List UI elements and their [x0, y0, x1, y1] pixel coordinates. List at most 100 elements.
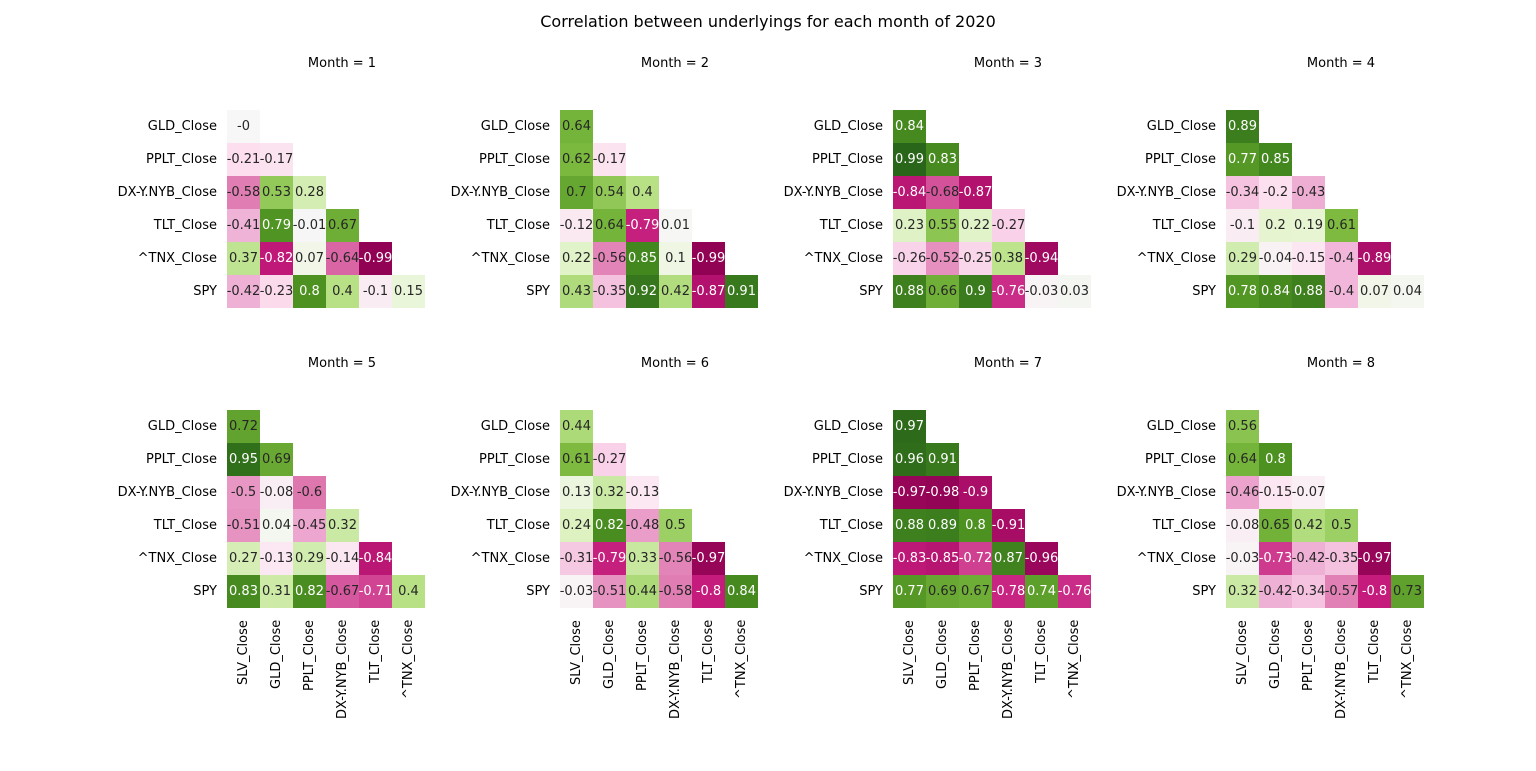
- figure-title: Correlation between underlyings for each…: [540, 12, 996, 31]
- row-label: GLD_Close: [1146, 119, 1216, 134]
- row-label: SPY: [859, 584, 883, 599]
- heatmap-cell: -0.42: [1259, 575, 1292, 608]
- heatmap-cell: 0.4: [326, 275, 359, 308]
- heatmap-cell: 0.07: [293, 242, 326, 275]
- heatmap-cell: -0.52: [926, 242, 959, 275]
- col-label: GLD_Close: [601, 619, 617, 689]
- col-label: PPLT_Close: [1300, 620, 1316, 691]
- col-label: SLV_Close: [568, 620, 584, 685]
- row-label: DX-Y.NYB_Close: [783, 185, 883, 200]
- heatmap-cell: 0.66: [926, 275, 959, 308]
- heatmap-cell: -0.89: [1358, 242, 1391, 275]
- heatmap-cell: -0.87: [692, 275, 725, 308]
- heatmap-cell: 0.04: [260, 509, 293, 542]
- heatmap-cell: -0.94: [1025, 242, 1058, 275]
- heatmap-cell: 0.61: [1325, 209, 1358, 242]
- heatmap-cell: 0.38: [992, 242, 1025, 275]
- heatmap-cell: -0.79: [626, 209, 659, 242]
- heatmap-cell: 0.83: [926, 143, 959, 176]
- heatmap-cell: 0.42: [659, 275, 692, 308]
- heatmap-cell: -0.42: [1292, 542, 1325, 575]
- row-label: DX-Y.NYB_Close: [1116, 185, 1216, 200]
- heatmap-cell: 0.62: [560, 143, 593, 176]
- heatmap-cell: 0.43: [560, 275, 593, 308]
- heatmap-cell: 0.7: [560, 176, 593, 209]
- heatmap-cell: -0.13: [260, 542, 293, 575]
- heatmap-cell: 0.73: [1391, 575, 1424, 608]
- heatmap-cell: -0.68: [926, 176, 959, 209]
- heatmap-cell: -0.48: [626, 509, 659, 542]
- heatmap-cell: 0.99: [893, 143, 926, 176]
- panel-title: Month = 5: [307, 356, 377, 371]
- heatmap-cell: -0.03: [1025, 275, 1058, 308]
- heatmap-cell: 0.55: [926, 209, 959, 242]
- row-label: ^TNX_Close: [1136, 551, 1216, 566]
- heatmap-cell: -0.26: [893, 242, 926, 275]
- row-label: DX-Y.NYB_Close: [783, 485, 883, 500]
- row-label: GLD_Close: [480, 119, 550, 134]
- heatmap-cell: -0.27: [593, 443, 626, 476]
- row-label: GLD_Close: [147, 419, 217, 434]
- col-label: SLV_Close: [235, 620, 251, 685]
- heatmap-cell: -0.34: [1226, 176, 1259, 209]
- heatmap-cell: 0.72: [227, 410, 260, 443]
- heatmap-cell: 0.64: [593, 209, 626, 242]
- row-label: ^TNX_Close: [137, 551, 217, 566]
- heatmap-cell: 0.19: [1292, 209, 1325, 242]
- heatmap-cell: -0.8: [1358, 575, 1391, 608]
- heatmap-cell: -0.07: [1292, 476, 1325, 509]
- col-label: TLT_Close: [700, 619, 716, 683]
- heatmap-cell: 0.84: [893, 110, 926, 143]
- col-label: ^TNX_Close: [1066, 619, 1082, 699]
- heatmap-cell: 0.88: [893, 509, 926, 542]
- row-label: SPY: [1192, 584, 1216, 599]
- col-label: PPLT_Close: [967, 620, 983, 691]
- row-label: ^TNX_Close: [803, 251, 883, 266]
- heatmap-cell: 0.42: [1292, 509, 1325, 542]
- row-label: DX-Y.NYB_Close: [1116, 485, 1216, 500]
- heatmap-cell: -0.4: [1325, 275, 1358, 308]
- row-label: TLT_Close: [819, 518, 883, 533]
- row-label: TLT_Close: [486, 218, 550, 233]
- heatmap-cell: 0.8: [1259, 443, 1292, 476]
- col-label: ^TNX_Close: [1399, 619, 1415, 699]
- row-label: GLD_Close: [813, 119, 883, 134]
- heatmap-cell: -0.15: [1292, 242, 1325, 275]
- panel-title: Month = 7: [973, 356, 1043, 371]
- heatmap-cell: 0.88: [1292, 275, 1325, 308]
- heatmap-cell: 0.78: [1226, 275, 1259, 308]
- heatmap-cell: 0.2: [1259, 209, 1292, 242]
- heatmap-cell: 0.5: [1325, 509, 1358, 542]
- heatmap-cell: 0.29: [1226, 242, 1259, 275]
- heatmap-cell: 0.23: [893, 209, 926, 242]
- heatmap-cell: -0.4: [1325, 242, 1358, 275]
- heatmap-cell: -0.03: [560, 575, 593, 608]
- heatmap-cell: 0.32: [593, 476, 626, 509]
- heatmap-cell: -0.79: [593, 542, 626, 575]
- heatmap-cell: -0.25: [959, 242, 992, 275]
- heatmap-cell: 0.84: [1259, 275, 1292, 308]
- heatmap-cell: -0.5: [227, 476, 260, 509]
- heatmap-cell: 0.92: [626, 275, 659, 308]
- heatmap-cell: -0: [227, 110, 260, 143]
- heatmap-cell: -0.91: [992, 509, 1025, 542]
- heatmap-cell: -0.34: [1292, 575, 1325, 608]
- heatmap-cell: -0.97: [692, 542, 725, 575]
- heatmap-cell: 0.82: [293, 575, 326, 608]
- heatmap-cell: 0.04: [1391, 275, 1424, 308]
- row-label: GLD_Close: [813, 419, 883, 434]
- heatmap-cell: -0.17: [593, 143, 626, 176]
- panel-title: Month = 8: [1306, 356, 1376, 371]
- col-label: TLT_Close: [367, 619, 383, 683]
- heatmap-cell: 0.32: [1226, 575, 1259, 608]
- heatmap-cell: -0.17: [260, 143, 293, 176]
- heatmap-cell: 0.64: [560, 110, 593, 143]
- panel-title: Month = 1: [307, 56, 377, 71]
- heatmap-cell: -0.99: [692, 242, 725, 275]
- heatmap-cell: -0.76: [992, 275, 1025, 308]
- heatmap-cell: 0.88: [893, 275, 926, 308]
- heatmap-cell: 0.96: [893, 443, 926, 476]
- heatmap-cell: -0.27: [992, 209, 1025, 242]
- heatmap-cell: -0.73: [1259, 542, 1292, 575]
- heatmap-cell: 0.67: [326, 209, 359, 242]
